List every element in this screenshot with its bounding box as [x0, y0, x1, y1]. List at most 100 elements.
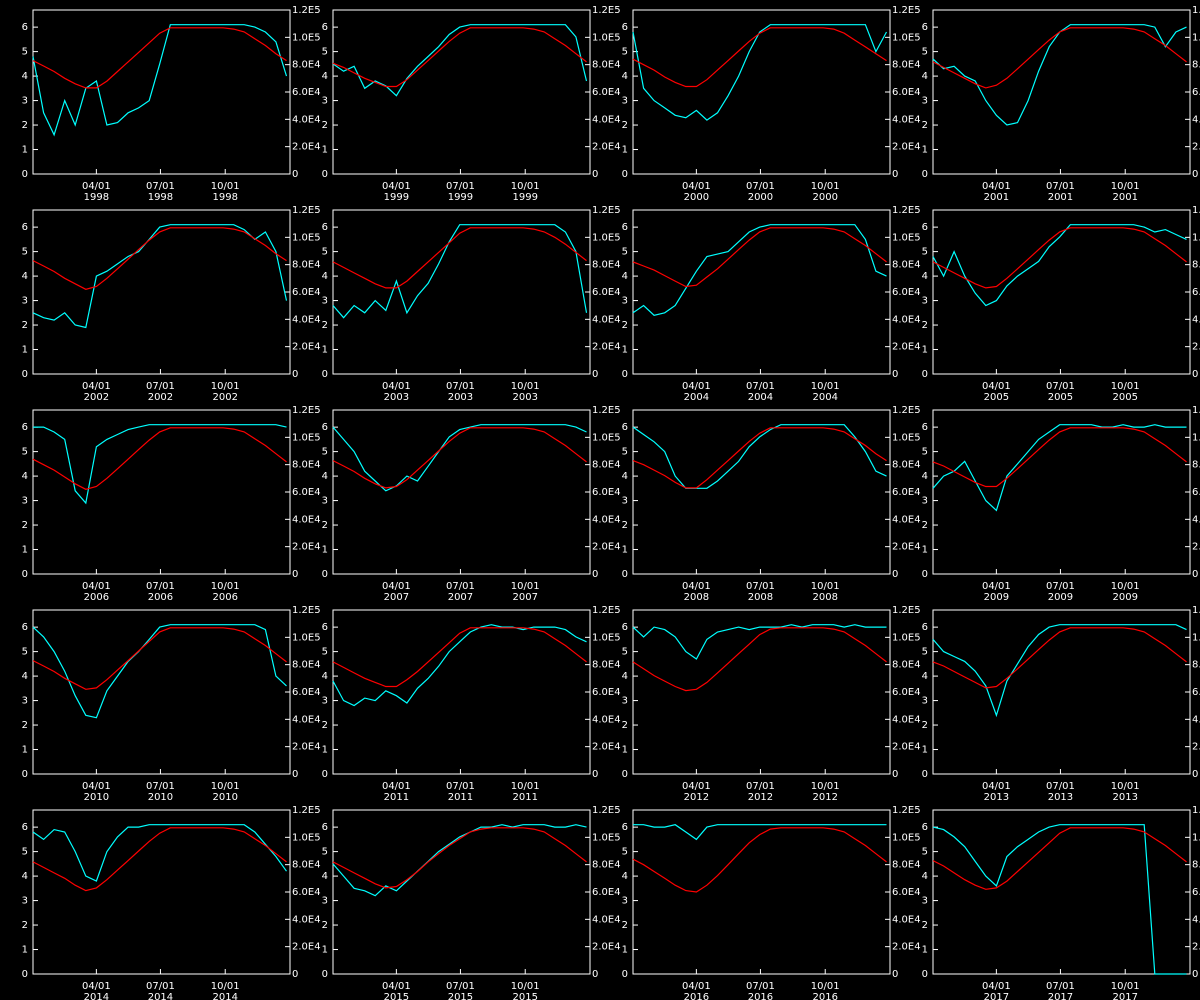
y-tick-label: 6 — [622, 622, 628, 633]
y-tick-label: 1 — [922, 945, 928, 956]
x-year-label: 2016 — [812, 992, 837, 1000]
plot-frame — [932, 9, 1191, 175]
y2-tick-label: 1.2E5 — [1192, 405, 1200, 416]
y-tick-label: 5 — [322, 247, 328, 258]
plot-frame — [332, 609, 591, 775]
y2-tick-label: 1.0E5 — [892, 432, 921, 443]
y2-tick-label: 2.0E4 — [1192, 942, 1200, 953]
plot-frame — [632, 9, 891, 175]
y2-tick-label: 0 — [292, 169, 298, 180]
plot-frame — [32, 9, 291, 175]
x-tick-label: 04/01 — [382, 381, 411, 392]
y2-tick-label: 6.0E4 — [292, 687, 321, 698]
x-year-label: 2015 — [512, 992, 537, 1000]
y2-tick-label: 8.0E4 — [892, 60, 921, 71]
y-tick-label: 1 — [322, 345, 328, 356]
y-tick-label: 5 — [922, 247, 928, 258]
y-tick-label: 4 — [922, 471, 928, 482]
y2-tick-label: 1.0E5 — [1192, 832, 1200, 843]
y2-tick-label: 6.0E4 — [1192, 287, 1200, 298]
x-tick-label: 07/01 — [1046, 181, 1075, 192]
y-tick-label: 2 — [922, 120, 928, 131]
x-tick-label: 10/01 — [211, 981, 240, 992]
x-tick-label: 04/01 — [82, 181, 111, 192]
y-tick-label: 2 — [622, 320, 628, 331]
x-year-label: 2005 — [1048, 392, 1073, 403]
x-year-label: 2012 — [684, 792, 709, 803]
y2-tick-label: 0 — [892, 169, 898, 180]
y-tick-label: 6 — [322, 822, 328, 833]
y2-tick-label: 8.0E4 — [292, 260, 321, 271]
x-tick-label: 10/01 — [811, 981, 840, 992]
y-tick-label: 3 — [22, 496, 28, 507]
series-line — [332, 227, 587, 289]
y-tick-label: 6 — [922, 622, 928, 633]
y-tick-label: 5 — [622, 847, 628, 858]
y-tick-label: 1 — [322, 745, 328, 756]
y-tick-label: 0 — [622, 369, 628, 380]
x-year-label: 2003 — [448, 392, 473, 403]
y-tick-label: 0 — [22, 169, 28, 180]
x-tick-label: 10/01 — [811, 381, 840, 392]
x-tick-label: 04/01 — [682, 581, 711, 592]
y2-tick-label: 2.0E4 — [592, 542, 621, 553]
y-tick-label: 2 — [22, 320, 28, 331]
y-tick-label: 0 — [322, 369, 328, 380]
y2-tick-label: 8.0E4 — [1192, 460, 1200, 471]
y-tick-label: 3 — [922, 496, 928, 507]
x-tick-label: 04/01 — [382, 781, 411, 792]
plot-frame — [32, 809, 291, 975]
y-tick-label: 6 — [622, 222, 628, 233]
y-tick-label: 1 — [22, 145, 28, 156]
y2-tick-label: 0 — [1192, 369, 1198, 380]
x-tick-label: 07/01 — [1046, 981, 1075, 992]
y-tick-label: 2 — [622, 520, 628, 531]
y2-tick-label: 8.0E4 — [1192, 660, 1200, 671]
y2-tick-label: 6.0E4 — [292, 87, 321, 98]
x-year-label: 2012 — [748, 792, 773, 803]
series-line — [632, 827, 887, 893]
x-year-label: 1999 — [384, 192, 409, 203]
y-tick-label: 2 — [622, 720, 628, 731]
y-tick-label: 6 — [322, 422, 328, 433]
x-year-label: 2014 — [212, 992, 237, 1000]
y2-tick-label: 8.0E4 — [292, 460, 321, 471]
x-tick-label: 07/01 — [446, 781, 475, 792]
y2-tick-label: 4.0E4 — [1192, 114, 1200, 125]
plot-frame — [332, 209, 591, 375]
x-tick-label: 04/01 — [82, 781, 111, 792]
y-tick-label: 0 — [922, 169, 928, 180]
y-tick-label: 6 — [22, 622, 28, 633]
y2-tick-label: 6.0E4 — [592, 887, 621, 898]
series-line — [932, 627, 1187, 689]
y-tick-label: 2 — [322, 120, 328, 131]
y2-tick-label: 0 — [892, 969, 898, 980]
y2-tick-label: 1.2E5 — [1192, 5, 1200, 16]
x-tick-label: 07/01 — [146, 781, 175, 792]
x-year-label: 2017 — [1048, 992, 1073, 1000]
series-line — [632, 27, 887, 88]
x-year-label: 2004 — [812, 392, 837, 403]
y-tick-label: 5 — [622, 447, 628, 458]
y2-tick-label: 6.0E4 — [892, 487, 921, 498]
y2-tick-label: 8.0E4 — [1192, 860, 1200, 871]
y-tick-label: 0 — [922, 569, 928, 580]
y-tick-label: 3 — [622, 696, 628, 707]
y2-tick-label: 6.0E4 — [1192, 87, 1200, 98]
y-tick-label: 2 — [622, 120, 628, 131]
y-tick-label: 4 — [922, 271, 928, 282]
series-line — [332, 424, 587, 492]
series-line — [32, 27, 287, 89]
series-line — [332, 624, 587, 707]
y2-tick-label: 2.0E4 — [1192, 142, 1200, 153]
y-tick-label: 6 — [922, 422, 928, 433]
y2-tick-label: 0 — [1192, 169, 1198, 180]
x-tick-label: 04/01 — [82, 381, 111, 392]
y-tick-label: 6 — [322, 222, 328, 233]
y-tick-label: 1 — [22, 345, 28, 356]
x-tick-label: 10/01 — [1111, 381, 1140, 392]
series-line — [32, 24, 288, 137]
y-tick-label: 2 — [22, 720, 28, 731]
series-line — [932, 827, 1187, 890]
y2-tick-label: 0 — [292, 569, 298, 580]
